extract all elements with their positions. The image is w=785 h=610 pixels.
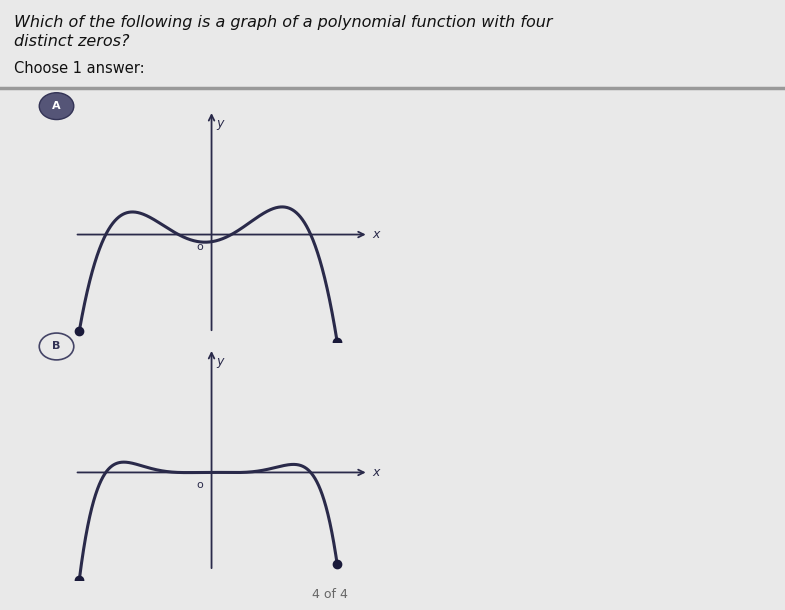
Text: x: x [372, 466, 379, 479]
Text: 4 of 4: 4 of 4 [312, 588, 348, 601]
Text: x: x [372, 228, 379, 241]
Text: o: o [196, 242, 203, 252]
Text: B: B [53, 342, 60, 351]
Text: Which of the following is a graph of a polynomial function with four: Which of the following is a graph of a p… [14, 15, 553, 30]
Text: A: A [53, 101, 60, 111]
Text: y: y [217, 117, 224, 130]
Text: Choose 1 answer:: Choose 1 answer: [14, 61, 144, 76]
Text: y: y [217, 354, 224, 368]
Text: distinct zeros?: distinct zeros? [14, 34, 130, 49]
Text: o: o [196, 479, 203, 490]
